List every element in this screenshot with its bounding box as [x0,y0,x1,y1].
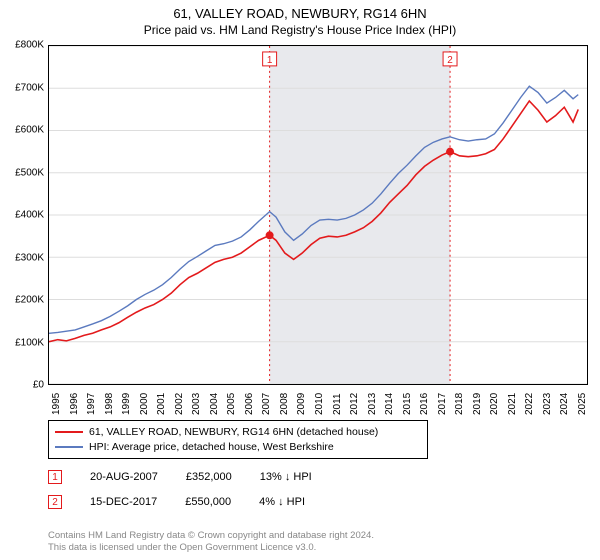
chart-title-line2: Price paid vs. HM Land Registry's House … [0,21,600,37]
y-tick-label: £200K [4,295,44,306]
legend-label: HPI: Average price, detached house, West… [89,440,334,455]
x-tick-label: 2007 [261,393,272,415]
legend-swatch-icon [55,431,83,433]
x-tick-label: 2000 [139,393,150,415]
x-tick-label: 2022 [524,393,535,415]
sale-price: £352,000 [186,471,232,483]
legend: 61, VALLEY ROAD, NEWBURY, RG14 6HN (deta… [48,420,428,459]
sale-marker-icon: 2 [48,495,62,509]
sale-marker-icon: 1 [48,470,62,484]
x-tick-label: 2013 [367,393,378,415]
x-tick-label: 2025 [577,393,588,415]
credit-text: Contains HM Land Registry data © Crown c… [48,530,578,554]
x-tick-label: 2009 [296,393,307,415]
sale-price: £550,000 [185,496,231,508]
x-tick-label: 2002 [174,393,185,415]
svg-text:2: 2 [447,55,453,66]
y-tick-label: £700K [4,82,44,93]
y-tick-label: £600K [4,125,44,136]
sale-date: 15-DEC-2017 [90,496,157,508]
x-tick-label: 2008 [279,393,290,415]
legend-label: 61, VALLEY ROAD, NEWBURY, RG14 6HN (deta… [89,425,378,440]
sale-record-1: 1 20-AUG-2007 £352,000 13% ↓ HPI [48,470,312,484]
y-tick-label: £400K [4,210,44,221]
sale-delta: 4% ↓ HPI [259,496,305,508]
x-tick-label: 2014 [384,393,395,415]
x-tick-label: 2015 [402,393,413,415]
x-tick-label: 2012 [349,393,360,415]
x-tick-label: 1996 [69,393,80,415]
sale-date: 20-AUG-2007 [90,471,158,483]
y-tick-label: £100K [4,337,44,348]
x-tick-label: 2024 [559,393,570,415]
x-tick-label: 2010 [314,393,325,415]
y-tick-label: £800K [4,40,44,51]
x-tick-label: 2016 [419,393,430,415]
x-tick-label: 2019 [472,393,483,415]
x-tick-label: 1999 [121,393,132,415]
sale-record-2: 2 15-DEC-2017 £550,000 4% ↓ HPI [48,495,305,509]
x-tick-label: 2021 [507,393,518,415]
chart-title-line1: 61, VALLEY ROAD, NEWBURY, RG14 6HN [0,0,600,21]
x-tick-label: 1998 [104,393,115,415]
x-tick-label: 2020 [489,393,500,415]
x-tick-label: 2011 [332,393,343,415]
line-chart: 12 [48,45,588,385]
x-tick-label: 2023 [542,393,553,415]
x-tick-label: 1997 [86,393,97,415]
svg-text:1: 1 [267,55,273,66]
x-tick-label: 2017 [437,393,448,415]
x-tick-label: 2005 [226,393,237,415]
y-tick-label: £0 [4,380,44,391]
x-tick-label: 2004 [209,393,220,415]
page-root: 61, VALLEY ROAD, NEWBURY, RG14 6HN Price… [0,0,600,560]
x-tick-label: 2003 [191,393,202,415]
sale-delta: 13% ↓ HPI [260,471,312,483]
y-tick-label: £500K [4,167,44,178]
x-tick-label: 1995 [51,393,62,415]
legend-swatch-icon [55,446,83,448]
x-tick-label: 2001 [156,393,167,415]
x-tick-label: 2018 [454,393,465,415]
y-tick-label: £300K [4,252,44,263]
legend-item-hpi: HPI: Average price, detached house, West… [55,440,421,455]
legend-item-price-paid: 61, VALLEY ROAD, NEWBURY, RG14 6HN (deta… [55,425,421,440]
x-tick-label: 2006 [244,393,255,415]
